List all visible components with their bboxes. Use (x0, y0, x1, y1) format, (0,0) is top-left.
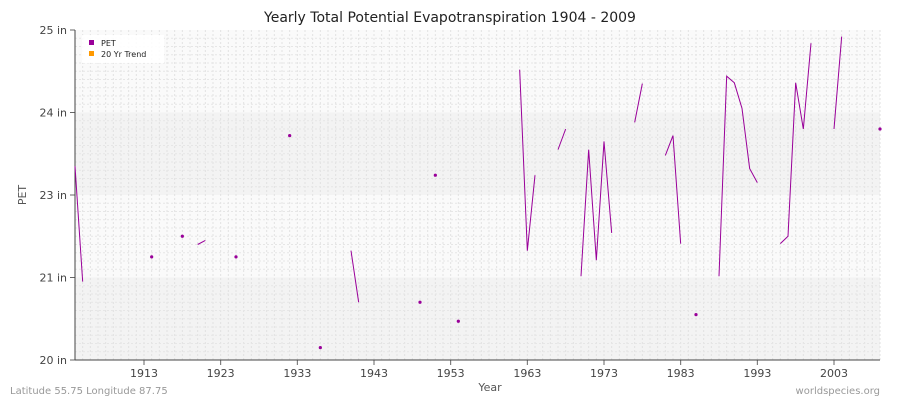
legend-label-pet: PET (101, 39, 116, 48)
chart-title: Yearly Total Potential Evapotranspiratio… (263, 10, 636, 26)
pet-line-segment (634, 83, 643, 123)
plot-band (75, 112, 880, 195)
pet-point (180, 234, 184, 238)
x-tick-label: 1963 (513, 367, 541, 380)
y-tick-label: 21 in (39, 272, 67, 285)
plot-band (75, 277, 880, 360)
pet-line-segment (779, 43, 812, 245)
pet-line-segment (580, 141, 613, 277)
pet-point (878, 127, 882, 131)
pet-point (433, 173, 437, 177)
y-axis-label: PET (16, 185, 29, 206)
x-tick-label: 1923 (207, 367, 235, 380)
pet-line-segment (557, 128, 567, 150)
pet-line-segment (197, 239, 206, 245)
legend: PET 20 Yr Trend (82, 35, 164, 63)
pet-point (150, 255, 154, 259)
pet-line-segment (74, 166, 84, 282)
legend-box (82, 35, 164, 63)
pet-point (288, 134, 292, 138)
series-layer (74, 36, 882, 350)
footer-location: Latitude 55.75 Longitude 87.75 (10, 386, 168, 397)
pet-point (456, 319, 460, 323)
x-tick-label: 1953 (437, 367, 465, 380)
x-tick-label: 1983 (667, 367, 695, 380)
pet-point (318, 346, 322, 350)
pet-line-segment (519, 69, 536, 251)
pet-point (694, 313, 698, 317)
plot-band (75, 30, 880, 113)
pet-line-segment (664, 135, 682, 244)
plot-band (75, 195, 880, 278)
x-tick-label: 1913 (130, 367, 158, 380)
y-tick-label: 20 in (39, 354, 67, 367)
footer-source: worldspecies.org (796, 386, 880, 397)
legend-swatch-trend (89, 51, 94, 56)
pet-point (234, 255, 238, 259)
x-tick-label: 2003 (820, 367, 848, 380)
y-tick-label: 24 in (39, 107, 67, 120)
x-axis-label: Year (477, 381, 502, 394)
y-tick-label: 25 in (39, 24, 67, 37)
pet-line-segment (718, 75, 758, 277)
x-tick-label: 1933 (283, 367, 311, 380)
axes: 20 in 21 in 23 in 24 in 25 in 1913 1923 1933 194… (39, 24, 880, 380)
legend-swatch-pet (89, 40, 94, 45)
legend-label-trend: 20 Yr Trend (101, 50, 146, 59)
x-tick-label: 1993 (743, 367, 771, 380)
grid-lines (74, 30, 881, 360)
pet-line-segment (350, 250, 360, 303)
pet-line-segment (833, 36, 843, 130)
x-tick-label: 1943 (360, 367, 388, 380)
x-tick-label: 1973 (590, 367, 618, 380)
pet-point (418, 300, 422, 304)
y-tick-label: 23 in (39, 189, 67, 202)
plot-bands (75, 30, 880, 360)
